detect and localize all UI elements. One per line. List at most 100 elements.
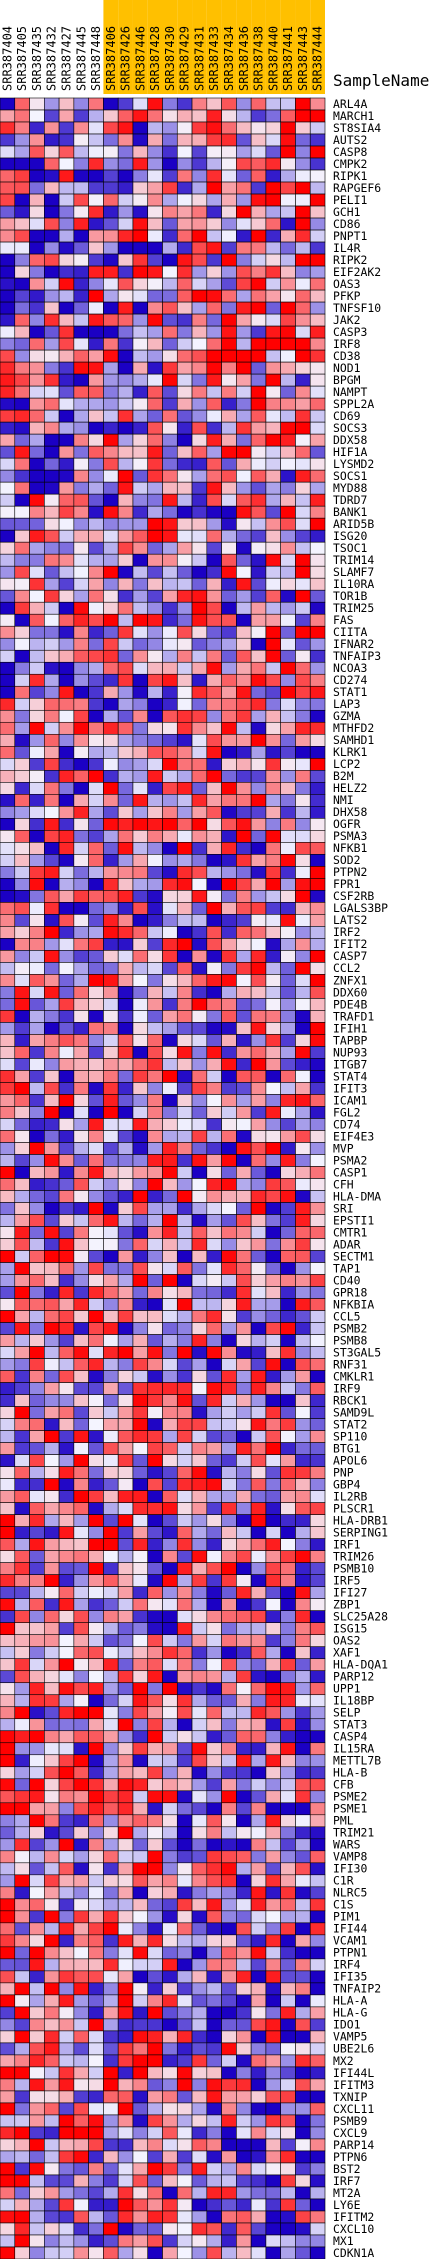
heatmap-cell — [132, 962, 149, 975]
heatmap-cell — [44, 2054, 60, 2068]
heatmap-cell — [221, 421, 237, 435]
heatmap-cell — [250, 1670, 267, 1684]
heatmap-cell — [103, 818, 119, 831]
heatmap-cell — [103, 842, 119, 855]
heatmap-cell — [73, 1958, 89, 1972]
heatmap-cell — [221, 1154, 237, 1167]
heatmap-cell — [280, 1262, 296, 1275]
heatmap-cell — [280, 1598, 296, 1612]
heatmap-cell — [295, 1394, 311, 1407]
heatmap-cell — [88, 1310, 104, 1323]
heatmap-cell — [221, 2018, 237, 2032]
heatmap-cell — [0, 1442, 16, 1455]
heatmap-cell — [206, 890, 222, 903]
column-label: SRR387431 — [192, 26, 206, 91]
heatmap-cell — [14, 794, 30, 807]
heatmap-cell — [280, 2066, 296, 2080]
heatmap-cell — [162, 2018, 178, 2032]
heatmap-cell — [295, 770, 311, 783]
heatmap-cell — [29, 649, 45, 663]
heatmap-cell — [14, 241, 30, 255]
heatmap-cell — [44, 1538, 60, 1551]
heatmap-cell — [44, 1718, 60, 1732]
heatmap-cell — [250, 854, 267, 867]
heatmap-cell — [132, 890, 149, 903]
heatmap-cell — [44, 589, 60, 603]
heatmap-cell — [236, 661, 252, 675]
heatmap-cell — [191, 950, 208, 963]
heatmap-cell — [147, 2054, 163, 2068]
heatmap-cell — [29, 2246, 45, 2259]
heatmap-cell — [29, 445, 45, 459]
row-label: EIF2AK2 — [333, 265, 381, 279]
heatmap-cell — [280, 2126, 296, 2140]
heatmap-cell — [191, 241, 208, 255]
heatmap-cell — [280, 2174, 296, 2188]
heatmap-cell — [88, 373, 104, 387]
heatmap-cell — [29, 673, 45, 687]
heatmap-cell — [44, 1106, 60, 1119]
heatmap-cell — [309, 1274, 326, 1287]
heatmap-cell — [132, 1418, 149, 1431]
heatmap-cell — [73, 1526, 89, 1539]
heatmap-cell — [206, 1694, 222, 1708]
heatmap-cell — [132, 2090, 149, 2104]
row-label: WARS — [333, 1838, 361, 1852]
heatmap-cell — [309, 2150, 326, 2164]
heatmap-cell — [73, 1466, 89, 1479]
heatmap-cell — [132, 1526, 149, 1539]
heatmap-cell — [250, 397, 267, 411]
heatmap-cell — [44, 1406, 60, 1419]
heatmap-cell — [29, 469, 45, 483]
heatmap-cell — [236, 2126, 252, 2140]
heatmap-cell — [117, 1670, 134, 1684]
heatmap-cell — [236, 433, 252, 447]
heatmap-cell — [162, 866, 178, 879]
heatmap-cell — [309, 2018, 326, 2032]
heatmap-cell — [280, 1886, 296, 1900]
heatmap-cell — [117, 1382, 134, 1395]
heatmap-cell — [176, 1046, 193, 1059]
heatmap-cell — [0, 337, 16, 351]
heatmap-cell — [0, 938, 16, 951]
heatmap-cell — [103, 313, 119, 327]
heatmap-cell — [280, 1850, 296, 1864]
heatmap-cell — [147, 1754, 163, 1768]
heatmap-cell — [103, 397, 119, 411]
heatmap-cell — [132, 241, 149, 255]
heatmap-cell — [236, 2030, 252, 2044]
heatmap-cell — [250, 830, 267, 843]
heatmap-cell — [309, 974, 326, 987]
heatmap-cell — [176, 842, 193, 855]
heatmap-cell — [236, 1778, 252, 1792]
heatmap-cell — [309, 1322, 326, 1335]
heatmap-cell — [221, 1298, 237, 1311]
heatmap-cell — [147, 1706, 163, 1720]
heatmap-cell — [73, 2246, 89, 2259]
heatmap-cell — [162, 1526, 178, 1539]
heatmap-cell — [309, 1082, 326, 1095]
heatmap-cell — [58, 1178, 75, 1191]
heatmap-cell — [309, 97, 326, 111]
heatmap-cell — [88, 1322, 104, 1335]
heatmap-cell — [132, 229, 149, 243]
heatmap-cell — [58, 1442, 75, 1455]
heatmap-cell — [191, 1514, 208, 1527]
heatmap-cell — [147, 1214, 163, 1227]
heatmap-cell — [250, 649, 267, 663]
heatmap-cell — [132, 601, 149, 615]
heatmap-cell — [265, 1190, 281, 1203]
column-label: SRR387429 — [178, 26, 192, 91]
heatmap-cell — [176, 373, 193, 387]
heatmap-cell — [132, 758, 149, 771]
heatmap-cell — [176, 1202, 193, 1215]
heatmap-cell — [103, 1202, 119, 1215]
heatmap-cell — [88, 193, 104, 207]
heatmap-cell — [29, 421, 45, 435]
column-header-cell — [177, 0, 193, 94]
heatmap-cell — [147, 1346, 163, 1359]
heatmap-cell — [162, 133, 178, 147]
heatmap-cell — [280, 1514, 296, 1527]
heatmap-cell — [44, 1214, 60, 1227]
heatmap-cell — [29, 1778, 45, 1792]
